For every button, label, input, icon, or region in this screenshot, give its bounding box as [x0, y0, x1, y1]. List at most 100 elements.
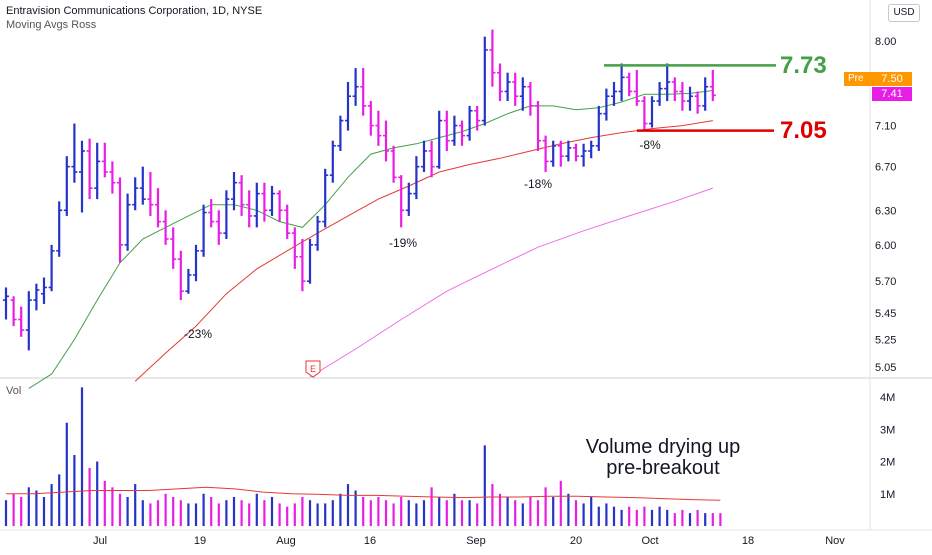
- price-tick-label: 7.10: [875, 121, 896, 133]
- volume-tick-label: 4M: [880, 392, 895, 404]
- ohlc-bar: [687, 86, 693, 111]
- ohlc-bar: [337, 115, 344, 151]
- ohlc-bar: [170, 227, 177, 269]
- time-tick-label: 20: [570, 535, 582, 547]
- ohlc-bar: [231, 171, 237, 211]
- ohlc-bar: [162, 210, 169, 245]
- ohlc-bar: [101, 142, 108, 178]
- ohlc-bar: [3, 287, 9, 320]
- ohlc-bar: [63, 156, 70, 216]
- last-price-tag: 7.41: [872, 87, 912, 101]
- ohlc-bar: [307, 238, 313, 284]
- time-tick-label: Jul: [93, 535, 107, 547]
- volume-legend[interactable]: Vol: [6, 385, 22, 397]
- support-level-label: 7.05: [780, 117, 827, 144]
- ohlc-bar: [611, 82, 617, 106]
- moving-average-mid: [134, 120, 713, 382]
- ohlc-bar: [641, 96, 648, 131]
- indicator-legend[interactable]: Moving Avgs Ross: [6, 19, 97, 31]
- annotations: -23% -19% -18% -8% E: [184, 138, 661, 378]
- ohlc-bar: [656, 82, 663, 106]
- ohlc-bar: [71, 123, 78, 183]
- ohlc-bar: [618, 63, 625, 102]
- volume-tick-label: 2M: [880, 457, 895, 469]
- time-tick-label: 18: [742, 535, 754, 547]
- ohlc-bar: [383, 120, 389, 162]
- ohlc-bar: [557, 140, 564, 167]
- volume-note: Volume drying up pre-breakout: [548, 437, 778, 479]
- ohlc-bar: [512, 72, 519, 106]
- ohlc-bar: [588, 140, 595, 159]
- volume-average-line: [6, 486, 721, 501]
- volume-pane: [4, 387, 722, 526]
- ohlc-bar: [436, 110, 443, 169]
- ohlc-bar: [329, 140, 336, 183]
- chart-title: Entravision Communications Corporation, …: [6, 5, 263, 17]
- ohlc-bar: [535, 101, 541, 151]
- ohlc-bar: [124, 193, 131, 251]
- ohlc-bar: [79, 140, 85, 213]
- ohlc-bar: [375, 110, 382, 146]
- axes: 8.00 7.10 6.70 6.30 6.00 5.70 5.45 5.25 5.05 4M 3M…: [93, 36, 896, 547]
- ohlc-bar: [573, 143, 579, 162]
- ohlc-bar: [527, 82, 534, 116]
- earnings-marker-letter: E: [310, 364, 316, 374]
- ohlc-bar: [132, 177, 139, 211]
- ohlc-bar: [48, 244, 55, 292]
- ohlc-bar: [360, 68, 367, 116]
- time-tick-label: Oct: [641, 535, 658, 547]
- ohlc-bar: [428, 140, 435, 178]
- ohlc-bar: [41, 277, 47, 304]
- price-levels: [604, 64, 776, 132]
- ohlc-bar: [595, 105, 602, 151]
- price-tick-label: 5.45: [875, 308, 896, 320]
- pullback-label: -19%: [389, 236, 417, 250]
- resistance-level-label: 7.73: [780, 52, 827, 79]
- ohlc-bar: [443, 110, 450, 151]
- ohlc-bar: [253, 182, 260, 228]
- ohlc-bar: [215, 210, 222, 245]
- ohlc-bar: [702, 77, 709, 111]
- price-tick-label: 6.30: [875, 205, 896, 217]
- volume-note-line1: Volume drying up: [585, 436, 741, 458]
- ohlc-bar: [497, 63, 503, 102]
- ohlc-bar: [208, 199, 215, 228]
- ohlc-bar: [193, 244, 199, 282]
- earnings-marker-shape: [305, 360, 321, 378]
- ohlc-bar: [185, 268, 192, 294]
- ohlc-bar: [421, 140, 427, 172]
- time-tick-label: Nov: [825, 535, 845, 547]
- currency-button[interactable]: USD: [888, 4, 920, 22]
- price-tick-label: 5.05: [875, 362, 896, 374]
- ohlc-bar: [504, 72, 511, 102]
- ohlc-bar: [314, 215, 321, 251]
- ohlc-bar: [626, 72, 633, 97]
- ohlc-bar: [139, 166, 146, 205]
- ohlc-bar: [367, 101, 374, 136]
- ohlc-bar: [200, 204, 207, 257]
- ohlc-bar: [246, 190, 253, 228]
- ohlc-bar: [238, 175, 245, 216]
- pullback-label: -18%: [524, 177, 552, 191]
- ohlc-bar: [291, 227, 298, 269]
- ohlc-bar: [709, 69, 716, 102]
- ohlc-bar: [474, 105, 481, 131]
- ohlc-bar: [580, 143, 587, 167]
- ohlc-bar: [147, 171, 154, 216]
- ohlc-bar: [276, 190, 283, 222]
- ohlc-bar: [25, 291, 32, 351]
- premarket-price-tag: 7.50: [872, 72, 912, 86]
- ohlc-bar: [481, 36, 488, 126]
- ohlc-bar: [550, 140, 557, 167]
- ohlc-bar: [489, 29, 496, 87]
- ohlc-bar: [466, 105, 473, 141]
- ohlc-bar: [398, 175, 405, 228]
- price-bars: [3, 29, 716, 351]
- ohlc-bar: [694, 91, 701, 114]
- price-tick-label: 8.00: [875, 36, 896, 48]
- ohlc-bar: [155, 188, 161, 228]
- volume-tick-label: 1M: [880, 489, 895, 501]
- ohlc-bar: [664, 63, 671, 102]
